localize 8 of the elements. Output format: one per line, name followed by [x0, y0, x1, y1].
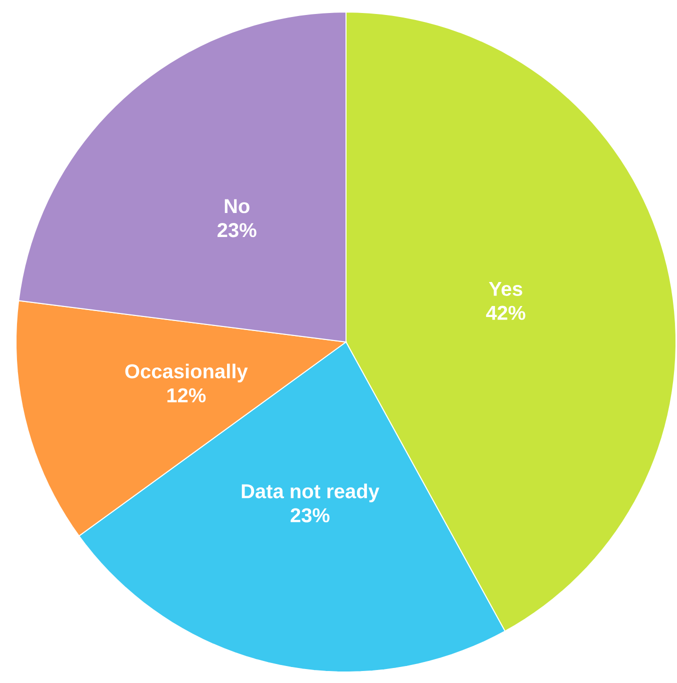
slice-label: No	[224, 199, 250, 214]
data-label: 42%	[486, 306, 526, 320]
data-label: 23%	[218, 223, 256, 238]
data-label: 23%	[290, 508, 330, 522]
slice-label: Data not ready	[242, 484, 380, 502]
slice-label: Occasionally	[125, 364, 248, 382]
slice-label: Yes	[488, 282, 522, 296]
data-label: 12%	[167, 388, 206, 402]
